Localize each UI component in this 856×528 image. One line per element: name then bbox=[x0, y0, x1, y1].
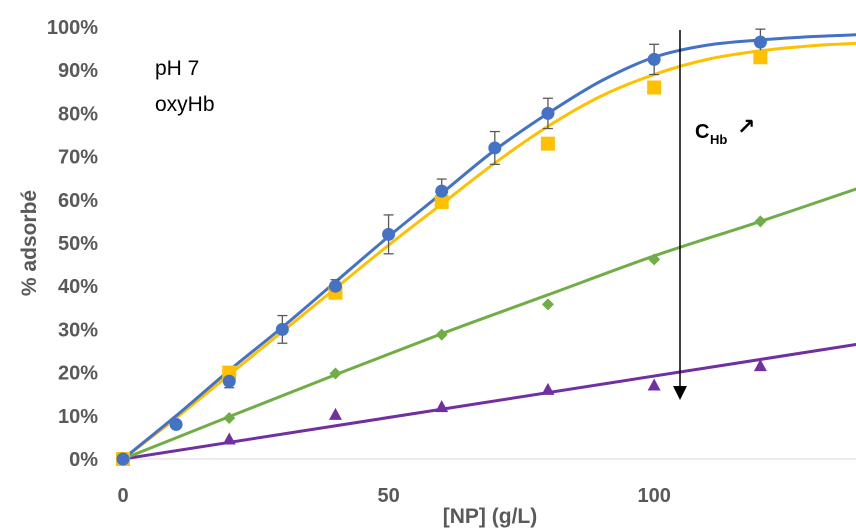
data-point-series-1 bbox=[275, 322, 289, 336]
concentration-arrow-head bbox=[673, 386, 687, 400]
y-tick-label: 60% bbox=[58, 190, 98, 212]
data-point-series-4 bbox=[753, 359, 767, 372]
data-point-series-4 bbox=[222, 432, 236, 445]
data-point-series-3 bbox=[648, 253, 661, 266]
data-point-series-1 bbox=[541, 106, 555, 120]
data-point-series-1 bbox=[435, 184, 449, 198]
data-point-series-4 bbox=[435, 400, 449, 413]
plot-area: 0% 10% 20% 30% 40% 50% 60% 70% 80% 90% 100% 0 50 100 bbox=[47, 17, 856, 507]
data-point-series-1 bbox=[169, 417, 183, 431]
data-point-series-1 bbox=[647, 52, 661, 66]
fit-line-series-2 bbox=[121, 41, 856, 461]
data-point-series-1 bbox=[382, 227, 396, 241]
fit-line-series-4 bbox=[121, 343, 856, 461]
y-tick-label: 70% bbox=[58, 147, 98, 169]
y-tick-label: 100% bbox=[47, 17, 98, 39]
data-point-series-1 bbox=[753, 35, 767, 49]
x-tick-label: 0 bbox=[117, 485, 128, 507]
data-point-series-2 bbox=[434, 194, 449, 209]
data-point-series-1 bbox=[328, 279, 342, 293]
y-tick-label: 10% bbox=[58, 406, 98, 428]
arrow-label: C bbox=[695, 121, 709, 143]
x-axis-title: [NP] (g/L) bbox=[443, 505, 537, 528]
data-point-series-2 bbox=[753, 50, 768, 65]
data-point-series-3 bbox=[223, 411, 236, 424]
data-point-series-2 bbox=[540, 136, 555, 151]
data-point-series-4 bbox=[328, 407, 342, 420]
annotation-protein: oxyHb bbox=[155, 93, 215, 116]
arrow-label-subscript: Hb bbox=[710, 132, 727, 147]
x-tick-label: 50 bbox=[377, 485, 399, 507]
data-point-series-3 bbox=[541, 298, 554, 311]
y-tick-label: 20% bbox=[58, 363, 98, 385]
data-point-series-3 bbox=[329, 367, 342, 380]
fit-line-series-3 bbox=[121, 187, 856, 461]
fit-line-series-1 bbox=[121, 33, 856, 461]
data-point-series-4 bbox=[647, 378, 661, 391]
y-axis-title: % adsorbé bbox=[18, 190, 41, 296]
data-point-series-1 bbox=[488, 141, 502, 155]
y-tick-label: 40% bbox=[58, 276, 98, 298]
data-point-series-3 bbox=[435, 328, 448, 341]
y-tick-label: 0% bbox=[69, 449, 98, 471]
y-tick-label: 80% bbox=[58, 103, 98, 125]
annotation-ph: pH 7 bbox=[155, 57, 199, 80]
data-point-series-2 bbox=[647, 80, 662, 95]
data-point-series-1 bbox=[116, 452, 130, 466]
y-tick-label: 50% bbox=[58, 233, 98, 255]
y-tick-label: 30% bbox=[58, 319, 98, 341]
x-tick-label: 100 bbox=[637, 485, 670, 507]
arrow-up-right-icon: ↗ bbox=[737, 114, 755, 139]
y-tick-label: 90% bbox=[58, 60, 98, 82]
data-point-series-4 bbox=[541, 382, 555, 395]
data-point-series-3 bbox=[754, 215, 767, 228]
data-point-series-1 bbox=[222, 374, 236, 388]
